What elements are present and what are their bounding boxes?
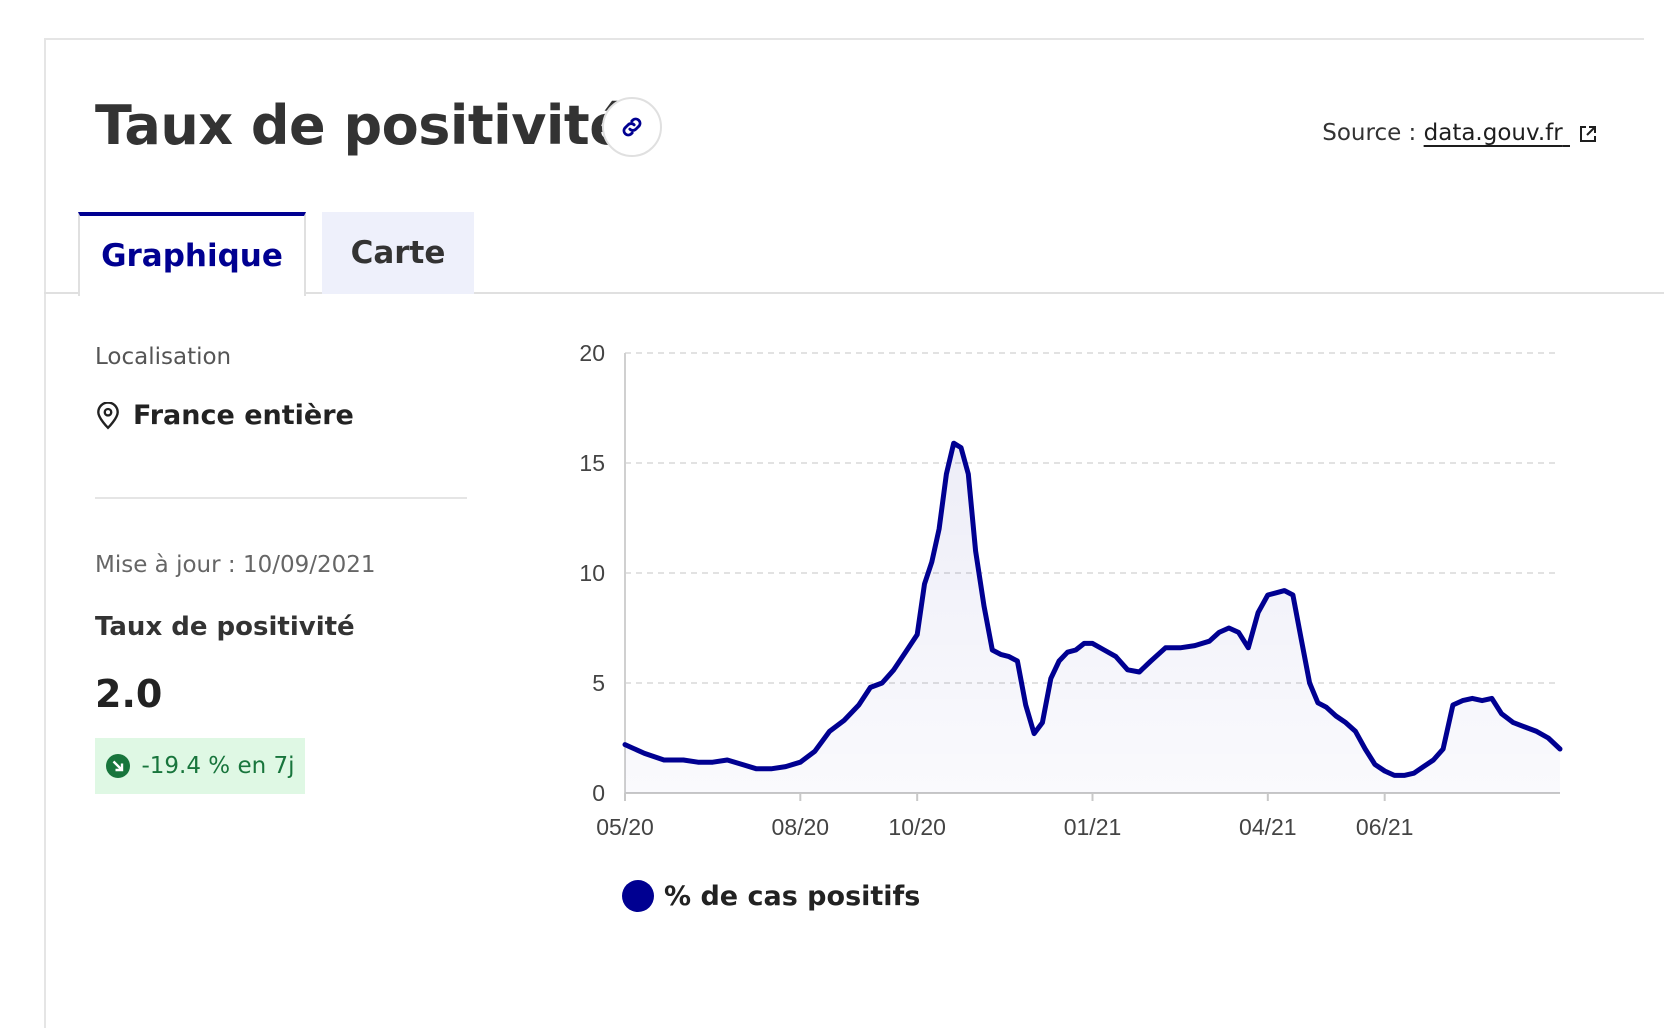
y-tick-label: 15: [579, 450, 605, 476]
x-tick-label: 06/21: [1356, 814, 1414, 840]
y-tick-label: 10: [579, 560, 605, 586]
chart-legend: % de cas positifs: [622, 880, 920, 912]
positivity-chart: 0 5 10 15 20 05/20 08/20 10/20 01/21 04/21 06/21: [0, 0, 1664, 870]
tab-graphique[interactable]: Graphique: [78, 212, 306, 296]
y-tick-label: 20: [579, 340, 605, 366]
y-tick-label: 0: [592, 780, 605, 806]
series-area: [625, 443, 1560, 793]
x-tick-label: 01/21: [1064, 814, 1122, 840]
x-tick-label: 08/20: [772, 814, 830, 840]
legend-swatch: [622, 880, 654, 912]
legend-label: % de cas positifs: [664, 881, 920, 912]
x-tick-label: 05/20: [596, 814, 654, 840]
x-tick-label: 10/20: [888, 814, 946, 840]
y-tick-label: 5: [592, 670, 605, 696]
x-tick-label: 04/21: [1239, 814, 1297, 840]
